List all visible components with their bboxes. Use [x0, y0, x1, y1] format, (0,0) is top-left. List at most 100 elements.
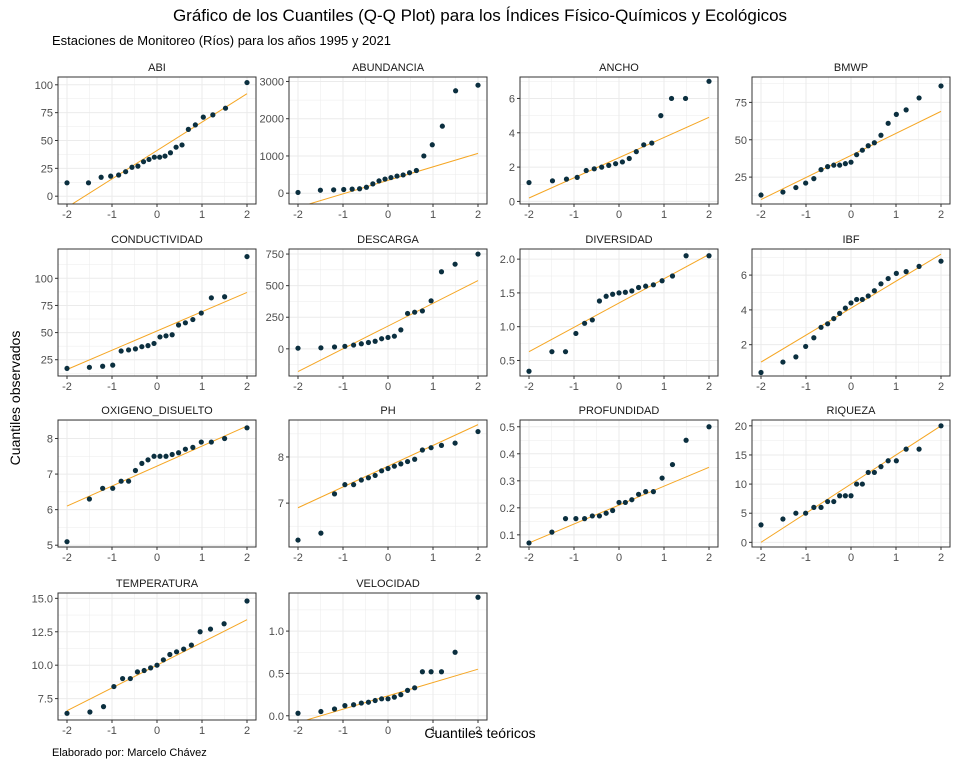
data-point: [134, 669, 141, 675]
data-point: [871, 288, 877, 294]
x-tick-label: -2: [293, 209, 303, 221]
panel-border: [519, 248, 719, 377]
x-tick-label: 0: [616, 209, 622, 221]
data-point: [208, 439, 214, 445]
data-point: [167, 150, 174, 156]
data-point: [831, 498, 837, 505]
x-tick-label: 0: [154, 552, 160, 564]
data-point: [589, 317, 595, 323]
data-point: [317, 187, 323, 193]
data-point: [200, 114, 206, 120]
data-point: [643, 283, 649, 289]
panel-border: [288, 248, 488, 377]
data-point: [179, 142, 185, 148]
x-tick-label: -1: [569, 381, 579, 393]
data-point: [222, 435, 228, 442]
x-tick-label: 1: [661, 209, 667, 221]
reference-line: [71, 93, 248, 204]
x-tick-label: -1: [338, 552, 348, 564]
data-point: [295, 345, 301, 351]
data-point: [182, 446, 188, 452]
x-tick-label: 2: [475, 725, 481, 737]
y-tick-label: 25: [735, 172, 747, 184]
data-point: [549, 178, 556, 184]
data-point: [938, 258, 944, 264]
data-point: [342, 703, 348, 709]
data-point: [419, 308, 425, 314]
data-point: [549, 529, 555, 535]
data-point: [453, 88, 459, 94]
data-point: [244, 425, 250, 431]
data-point: [295, 537, 301, 543]
data-point: [683, 253, 689, 259]
data-point: [526, 540, 532, 546]
x-tick-label: 0: [385, 381, 391, 393]
x-tick-label: -1: [107, 209, 117, 221]
x-tick-label: 2: [706, 381, 712, 393]
data-point: [141, 667, 147, 674]
data-point: [363, 184, 370, 190]
x-tick-label: -1: [569, 552, 579, 564]
data-point: [207, 626, 214, 632]
data-point: [118, 478, 124, 484]
x-tick-label: 1: [893, 209, 899, 221]
y-tick-label: 0.3: [500, 476, 515, 488]
panel-border: [519, 76, 719, 205]
facet-abi: ABI -2 -1 0 1 2 0 25 50 75 100: [35, 62, 257, 221]
data-point: [818, 167, 824, 173]
reference-line: [528, 116, 710, 199]
y-tick-label: 25: [41, 355, 53, 367]
x-tick-label: 1: [430, 381, 436, 393]
x-tick-label: 0: [385, 552, 391, 564]
facet-ibf: IBF -2 -1 0 1 2 2 4 6: [741, 234, 951, 393]
data-point: [120, 675, 126, 682]
data-point: [388, 174, 394, 181]
data-point: [351, 702, 357, 708]
data-point: [610, 507, 616, 514]
y-tick-label: 7: [47, 469, 53, 481]
data-point: [351, 482, 357, 488]
panel-border: [57, 592, 257, 721]
facet-title: RIQUEZA: [827, 405, 877, 417]
data-point: [831, 162, 837, 168]
data-point: [116, 172, 122, 178]
x-tick-label: -2: [756, 381, 766, 393]
x-tick-label: 0: [154, 725, 160, 737]
data-point: [157, 154, 163, 160]
data-point: [549, 349, 555, 355]
y-tick-label: 0.0: [269, 711, 284, 723]
data-point: [146, 156, 152, 163]
data-point: [599, 164, 605, 170]
y-tick-label: 500: [266, 281, 284, 293]
data-point: [635, 491, 642, 497]
data-point: [878, 132, 884, 138]
data-point: [803, 510, 809, 516]
data-point: [780, 189, 786, 195]
data-point: [379, 336, 385, 342]
data-point: [780, 359, 786, 365]
x-tick-label: 1: [893, 552, 899, 564]
y-tick-label: 0.5: [269, 668, 284, 680]
data-point: [610, 291, 616, 297]
data-point: [331, 491, 338, 497]
x-tick-label: 0: [616, 552, 622, 564]
data-point: [398, 692, 404, 698]
y-tick-label: 0: [47, 191, 53, 203]
facet-title: ABUNDANCIA: [352, 62, 425, 74]
data-point: [151, 154, 157, 160]
data-point: [649, 140, 655, 146]
y-tick-label: 4: [741, 305, 747, 317]
y-tick-label: 100: [35, 80, 53, 92]
data-point: [439, 123, 445, 129]
y-tick-label: 0: [278, 188, 284, 200]
data-point: [86, 496, 92, 502]
data-point: [85, 180, 92, 186]
x-tick-label: 1: [661, 552, 667, 564]
y-tick-label: 15.0: [32, 593, 53, 605]
x-tick-label: 0: [154, 381, 160, 393]
data-point: [803, 180, 809, 186]
data-point: [132, 467, 139, 474]
data-point: [406, 170, 413, 176]
data-point: [475, 251, 481, 257]
data-point: [871, 469, 877, 476]
